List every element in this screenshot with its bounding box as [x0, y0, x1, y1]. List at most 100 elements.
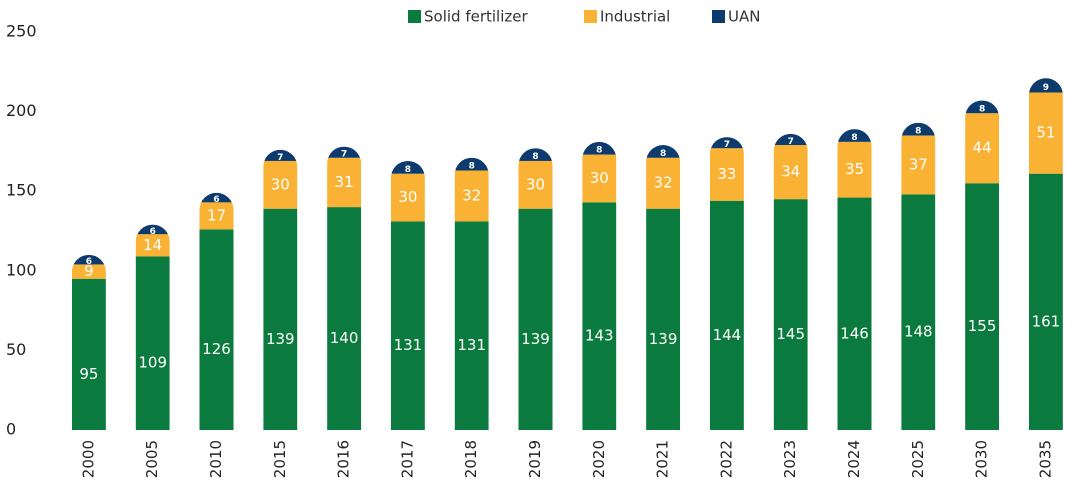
legend-label: UAN	[728, 8, 760, 26]
data-label: 148	[904, 323, 933, 341]
data-label: 7	[277, 153, 283, 163]
bar-stack	[135, 224, 170, 430]
bar-segment	[454, 157, 489, 171]
data-label: 6	[150, 227, 156, 237]
bar-stack	[582, 141, 617, 430]
x-tick-label: 2010	[207, 440, 225, 478]
bar-stack	[901, 122, 936, 430]
bar-segment	[199, 202, 234, 230]
data-label: 8	[405, 165, 411, 175]
bar-segment	[901, 135, 936, 195]
bar-segment	[901, 194, 936, 430]
bar-segment	[1028, 78, 1063, 93]
data-label: 30	[398, 188, 417, 206]
data-label: 95	[79, 365, 98, 383]
bar-segment	[837, 129, 872, 142]
bar-segment	[390, 160, 425, 174]
bar-stack	[71, 254, 106, 430]
x-tick-label: 2023	[781, 440, 799, 478]
bar-segment	[709, 148, 744, 201]
data-label: 146	[840, 324, 869, 342]
data-label: 34	[781, 163, 800, 181]
x-tick-label: 2021	[654, 440, 672, 478]
data-label: 8	[596, 146, 602, 156]
bar-stack	[199, 192, 234, 430]
y-tick-label: 0	[6, 420, 16, 439]
data-label: 31	[335, 173, 354, 191]
bar-segment	[135, 224, 170, 235]
bar-segment	[135, 234, 170, 257]
bar-segment	[773, 133, 808, 146]
data-label: 7	[724, 140, 730, 150]
bar-segment	[646, 208, 681, 430]
bar-segment	[71, 254, 106, 265]
bar-segment	[518, 148, 553, 161]
bar-stack	[1028, 78, 1063, 430]
data-label: 14	[143, 236, 162, 254]
data-label: 32	[654, 174, 673, 192]
bar-segment	[518, 160, 553, 209]
bar-segment	[390, 173, 425, 222]
data-label: 145	[776, 325, 805, 343]
bar-stack	[965, 100, 1000, 430]
bar-segment	[965, 113, 1000, 184]
data-label: 140	[330, 329, 359, 347]
data-label: 143	[585, 327, 614, 345]
x-tick-label: 2018	[462, 440, 480, 478]
bar-segment	[901, 122, 936, 136]
data-label: 126	[202, 340, 231, 358]
legend-label: Industrial	[600, 8, 670, 26]
data-label: 33	[717, 165, 736, 183]
bar-segment	[965, 183, 1000, 430]
bar-segment	[327, 207, 362, 430]
bar-segment	[263, 149, 298, 161]
bar-stack	[454, 157, 489, 430]
bar-segment	[135, 256, 170, 430]
bar-segment	[199, 192, 234, 203]
x-tick-label: 2005	[143, 440, 161, 478]
bar-segment	[837, 197, 872, 430]
data-label: 6	[86, 257, 92, 267]
bar-stack	[773, 133, 808, 430]
data-label: 8	[469, 162, 475, 172]
x-tick-label: 2000	[79, 440, 97, 478]
legend-swatch	[584, 10, 597, 23]
data-label: 161	[1032, 312, 1061, 330]
bar-stack	[263, 149, 298, 430]
bar-segment	[773, 199, 808, 430]
bar-segment	[837, 141, 872, 198]
y-tick-label: 50	[6, 340, 26, 359]
data-label: 30	[526, 175, 545, 193]
data-label: 9	[1043, 83, 1049, 93]
bar-segment	[454, 170, 489, 222]
data-label: 131	[457, 336, 486, 354]
bar-segment	[582, 141, 617, 155]
bar-segment	[646, 145, 681, 158]
bar-stack	[390, 160, 425, 430]
bar-segment	[582, 202, 617, 430]
data-label: 7	[788, 137, 794, 147]
data-label: 51	[1036, 124, 1055, 142]
bar-segment	[390, 221, 425, 430]
x-tick-label: 2015	[271, 440, 289, 478]
data-label: 8	[915, 127, 921, 137]
bar-segment	[454, 221, 489, 430]
x-tick-label: 2030	[973, 440, 991, 478]
data-label: 8	[532, 152, 538, 162]
bar-segment	[709, 200, 744, 430]
data-label: 44	[973, 139, 992, 157]
bar-segment	[327, 146, 362, 158]
legend-label: Solid fertilizer	[424, 8, 528, 26]
bar-stack	[646, 145, 681, 430]
y-tick-label: 150	[6, 181, 37, 200]
bar-segment	[709, 137, 744, 149]
data-label: 144	[713, 326, 742, 344]
bar-segment	[199, 229, 234, 430]
data-label: 6	[213, 195, 219, 205]
bar-stack	[837, 129, 872, 430]
bar-segment	[327, 157, 362, 208]
y-tick-label: 250	[6, 22, 37, 41]
data-label: 37	[909, 155, 928, 173]
bar-segment	[71, 278, 106, 430]
